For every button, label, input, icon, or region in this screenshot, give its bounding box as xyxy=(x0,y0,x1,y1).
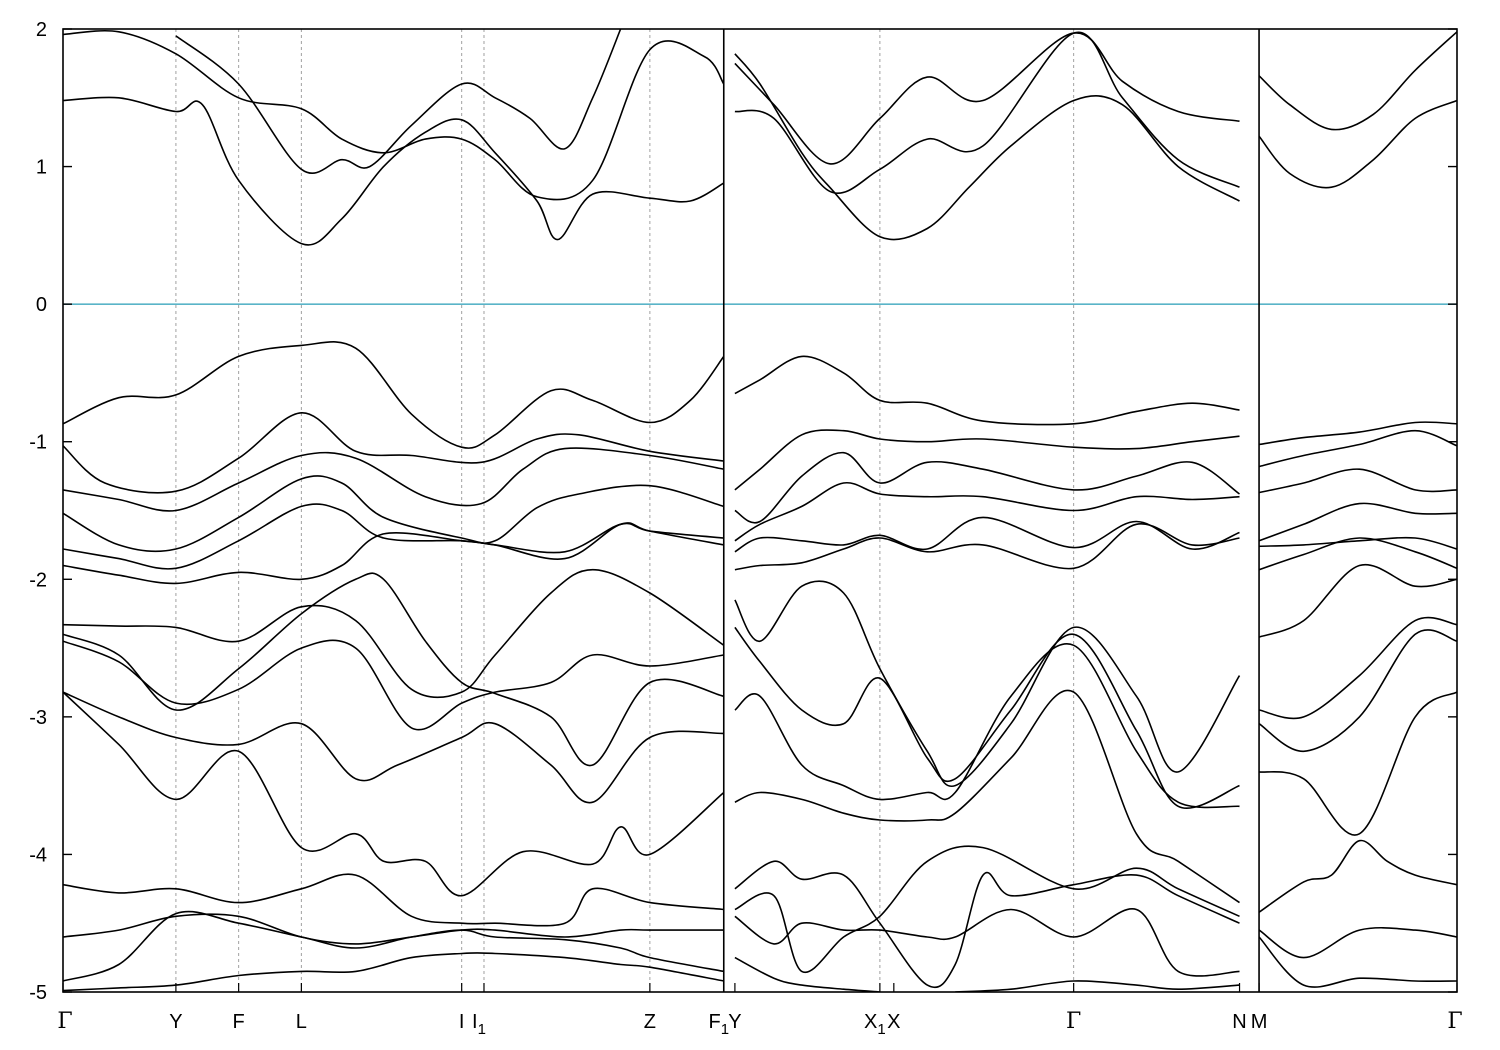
band-line-2 xyxy=(175,29,622,174)
x-tick-label-12: N xyxy=(1232,1011,1246,1033)
x-tick-label-sub-9: 1 xyxy=(877,1021,885,1038)
band-line-42 xyxy=(63,910,724,982)
y-tick-label-6: -4 xyxy=(29,844,47,866)
band-line-38 xyxy=(1258,629,1457,753)
band-line-44 xyxy=(734,860,1240,989)
band-line-13 xyxy=(63,475,725,553)
band-line-29 xyxy=(63,691,724,804)
band-line-37 xyxy=(1258,616,1457,720)
y-tick-label-3: -1 xyxy=(29,432,47,454)
x-tick-label-4: I xyxy=(459,1011,465,1033)
x-tick-label-10: X xyxy=(887,1011,900,1033)
band-line-21 xyxy=(1258,429,1457,468)
band-line-5 xyxy=(734,32,1240,165)
band-line-33 xyxy=(734,643,1240,809)
x-tick-label-sub-7: 1 xyxy=(721,1021,729,1038)
x-tick-label-5: I1 xyxy=(472,1011,486,1038)
band-line-18 xyxy=(734,481,1240,542)
y-axis-ticks: 2 1 0 -1 -2 -3 -4 -5 xyxy=(29,19,1457,1004)
band-line-6 xyxy=(1258,99,1457,189)
band-line-47 xyxy=(955,980,1240,992)
band-line-11 xyxy=(63,411,724,494)
x-tick-label-1: Y xyxy=(169,1011,182,1033)
band-line-10 xyxy=(1258,421,1457,446)
band-line-40 xyxy=(63,873,724,927)
y-tick-label-0: 2 xyxy=(36,19,47,41)
band-line-27 xyxy=(63,639,724,731)
band-line-19 xyxy=(734,516,1240,553)
x-tick-label-0: Γ xyxy=(57,1009,72,1034)
y-tick-label-7: -5 xyxy=(29,982,47,1004)
band-lines xyxy=(63,29,1457,992)
x-tick-label-2: F xyxy=(233,1011,245,1033)
band-line-50 xyxy=(1258,839,1457,913)
band-line-26 xyxy=(63,568,725,699)
band-line-4 xyxy=(734,31,1240,194)
band-line-30 xyxy=(63,691,725,897)
x-tick-label-6: Z xyxy=(644,1011,656,1033)
band-line-43 xyxy=(63,952,724,992)
band-line-25 xyxy=(1258,537,1457,571)
y-tick-label-4: -2 xyxy=(29,569,47,591)
band-line-28 xyxy=(63,572,724,767)
band-line-49 xyxy=(1258,936,1457,988)
x-tick-label-14: Γ xyxy=(1447,1009,1462,1034)
band-line-41 xyxy=(63,913,724,945)
band-line-34 xyxy=(734,689,1240,904)
band-line-12 xyxy=(63,447,724,512)
x-tick-label-11: Γ xyxy=(1066,1009,1081,1034)
band-line-35 xyxy=(734,845,1240,974)
band-line-32 xyxy=(734,626,1240,809)
plot-frame xyxy=(62,28,1458,993)
y-tick-label-1: 1 xyxy=(36,157,47,179)
x-tick-label-3: L xyxy=(296,1011,307,1033)
band-line-23 xyxy=(1258,502,1457,542)
band-line-15 xyxy=(63,522,724,585)
band-line-9 xyxy=(734,355,1240,426)
band-line-0 xyxy=(63,29,725,201)
band-line-22 xyxy=(1258,468,1457,494)
band-line-1 xyxy=(63,96,725,246)
band-line-46 xyxy=(734,956,880,992)
band-line-48 xyxy=(1258,926,1457,959)
y-tick-label-2: 0 xyxy=(36,294,47,316)
band-line-45 xyxy=(734,908,1240,977)
x-tick-label-8: Y xyxy=(728,1011,741,1033)
y-tick-label-5: -3 xyxy=(29,707,47,729)
band-line-14 xyxy=(63,503,724,570)
x-tick-label-9: X1 xyxy=(864,1011,886,1038)
x-tick-label-13: M xyxy=(1251,1011,1268,1033)
x-tick-label-7: F1 xyxy=(708,1011,729,1038)
band-line-17 xyxy=(734,451,1240,524)
x-tick-label-sub-5: 1 xyxy=(478,1021,486,1038)
band-line-7 xyxy=(1258,31,1457,131)
x-axis-ticks: Γ Y F L I I1 Z F1 Y X1 X Γ N M Γ xyxy=(57,983,1463,1038)
band-line-36 xyxy=(1258,563,1457,638)
band-line-31 xyxy=(734,580,1241,788)
band-line-3 xyxy=(734,53,1240,241)
band-line-8 xyxy=(63,341,725,449)
band-line-20 xyxy=(734,523,1240,571)
band-line-39 xyxy=(1258,691,1457,836)
band-line-16 xyxy=(734,429,1240,491)
band-line-24 xyxy=(1259,536,1457,550)
